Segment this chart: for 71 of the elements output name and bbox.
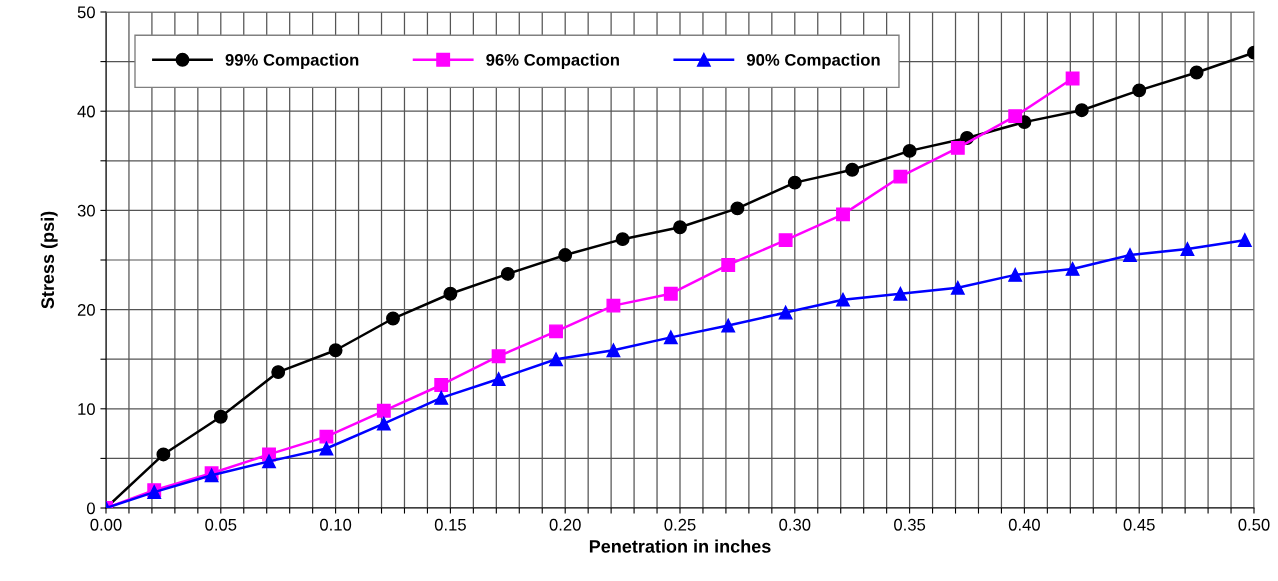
point xyxy=(549,324,563,339)
x-tick-label: 0.25 xyxy=(664,518,696,531)
point xyxy=(1123,248,1137,262)
point xyxy=(836,292,850,307)
x-tick-label: 0.40 xyxy=(1008,518,1040,531)
point xyxy=(549,352,563,367)
point xyxy=(319,429,334,444)
point xyxy=(156,447,171,462)
x-tick-label: 0.30 xyxy=(779,518,811,531)
point xyxy=(787,175,802,190)
point xyxy=(500,266,515,281)
point xyxy=(1189,65,1204,80)
y-tick-label: 10 xyxy=(78,403,95,415)
x-tick-label: 0.10 xyxy=(320,518,352,531)
point xyxy=(663,286,678,301)
point xyxy=(434,390,449,405)
y-tick-label: 50 xyxy=(77,6,95,19)
legend-label: 90% Compaction xyxy=(746,53,880,70)
point xyxy=(950,140,965,155)
point xyxy=(1008,267,1023,282)
point xyxy=(1065,71,1080,86)
point xyxy=(376,403,391,418)
x-axis-title: Penetration in inches xyxy=(589,539,771,553)
point xyxy=(1008,109,1023,124)
point xyxy=(328,343,343,358)
y-tick-label: 20 xyxy=(77,304,95,316)
point xyxy=(491,372,506,386)
point xyxy=(721,258,736,272)
point xyxy=(902,143,917,158)
point xyxy=(491,349,506,364)
point xyxy=(721,318,736,333)
point xyxy=(1180,242,1195,257)
point xyxy=(845,162,860,177)
point xyxy=(443,286,458,301)
legend-label: 99% Compaction xyxy=(225,53,359,70)
y-tick-label: 0 xyxy=(86,502,95,515)
x-tick-label: 0.20 xyxy=(549,518,581,531)
point xyxy=(434,378,449,392)
point xyxy=(730,201,745,216)
point xyxy=(319,441,334,456)
point xyxy=(1065,261,1080,276)
point xyxy=(606,298,621,313)
point xyxy=(893,286,908,301)
point xyxy=(386,311,400,326)
x-tick-label: 0.35 xyxy=(894,518,926,531)
point xyxy=(778,305,793,320)
x-tick-label: 0.45 xyxy=(1123,518,1155,531)
point xyxy=(271,365,286,380)
y-axis-title: Stress (psi) xyxy=(40,211,58,309)
point xyxy=(1237,233,1252,248)
point xyxy=(606,343,621,358)
point xyxy=(778,233,793,248)
point xyxy=(1132,83,1147,98)
point xyxy=(673,220,687,235)
point xyxy=(893,169,908,184)
x-tick-label: 0.15 xyxy=(434,518,466,531)
legend-label: 96% Compaction xyxy=(486,53,619,70)
point xyxy=(663,330,678,345)
x-tick-label: 0.50 xyxy=(1238,518,1270,531)
x-tick-label: 0.05 xyxy=(205,518,237,531)
point xyxy=(262,454,276,469)
x-tick-label: 0.00 xyxy=(90,518,122,531)
y-tick-label: 40 xyxy=(77,105,95,118)
y-tick-label: 30 xyxy=(77,204,95,217)
point xyxy=(376,416,391,431)
point xyxy=(950,280,965,295)
point xyxy=(213,409,228,424)
point xyxy=(558,248,573,262)
point xyxy=(615,232,630,247)
point xyxy=(836,207,850,222)
point xyxy=(1074,103,1089,118)
